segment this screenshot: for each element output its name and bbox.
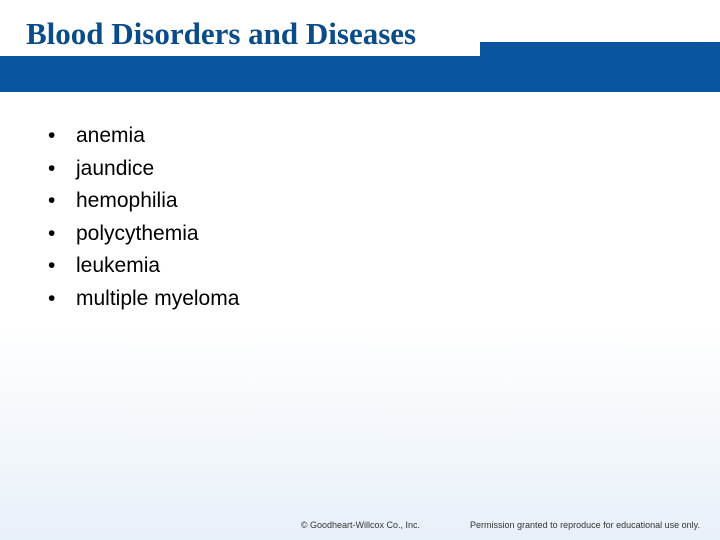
list-item: polycythemia <box>48 218 239 251</box>
slide-title: Blood Disorders and Diseases <box>26 16 430 52</box>
list-item: multiple myeloma <box>48 283 239 316</box>
list-item-text: polycythemia <box>76 222 199 245</box>
list-item-text: hemophilia <box>76 189 178 212</box>
title-bar-cap <box>662 42 712 92</box>
slide-footer: © Goodheart-Willcox Co., Inc. Permission… <box>0 520 720 530</box>
list-item-text: leukemia <box>76 254 160 277</box>
list-item: hemophilia <box>48 185 239 218</box>
bullet-list: anemia jaundice hemophilia polycythemia … <box>48 120 239 315</box>
footer-copyright: © Goodheart-Willcox Co., Inc. <box>301 520 420 530</box>
footer-permission: Permission granted to reproduce for educ… <box>470 520 700 530</box>
list-item-text: anemia <box>76 124 145 147</box>
list-item: leukemia <box>48 250 239 283</box>
list-item: jaundice <box>48 153 239 186</box>
slide-header: Blood Disorders and Diseases <box>0 0 720 92</box>
list-item-text: multiple myeloma <box>76 287 239 310</box>
slide-content: anemia jaundice hemophilia polycythemia … <box>48 120 239 315</box>
list-item-text: jaundice <box>76 157 154 180</box>
list-item: anemia <box>48 120 239 153</box>
